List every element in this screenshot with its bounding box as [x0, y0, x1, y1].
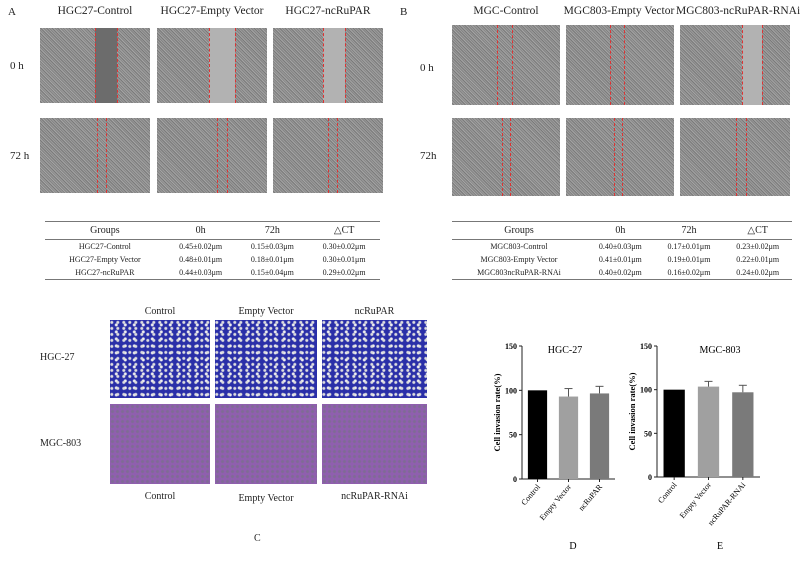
bar	[527, 390, 548, 479]
y-tick-label: 150	[505, 342, 517, 351]
b-col-header: MGC803-Empty Vector	[563, 5, 675, 17]
c-col-header: ncRuPAR	[354, 306, 395, 317]
bar	[732, 392, 754, 477]
wound-image	[40, 28, 150, 103]
c-row-label: HGC-27	[40, 352, 75, 363]
wound-image	[40, 118, 150, 193]
c-col-header: Empty Vector	[238, 306, 294, 317]
y-tick-label: 50	[644, 429, 652, 438]
th: △CT	[723, 222, 792, 240]
panel-letter: D	[569, 541, 576, 552]
wound-image	[566, 118, 674, 196]
th: 0h	[164, 222, 237, 240]
x-tick-label: Control	[656, 480, 679, 505]
invasion-image	[110, 320, 210, 398]
a-col-header: HGC27-ncRuPAR	[285, 5, 371, 17]
b-col-header: MGC803-ncRuPAR-RNAi	[676, 5, 801, 17]
invasion-image	[215, 320, 317, 398]
th: 72h	[654, 222, 724, 240]
panel-a-letter: A	[8, 6, 16, 18]
table-row: HGC27-Control 0.45±0.02μm 0.15±0.03μm 0.30±…	[78, 242, 366, 251]
y-axis-label: Cell invasion rate(%)	[492, 373, 502, 451]
bar	[589, 393, 610, 479]
x-tick-label: Control	[519, 482, 542, 507]
wound-image	[566, 25, 674, 105]
a-row-label: 72 h	[10, 150, 30, 162]
table-row: HGC27-Empty Vector 0.48±0.01μm 0.18±0.01μm…	[69, 255, 366, 264]
wound-image	[680, 25, 790, 105]
bar	[558, 396, 579, 479]
table-a: Groups 0h 72h △CT HGC27-Control 0.45±0.02μm 0…	[45, 221, 380, 280]
wound-image	[273, 28, 383, 103]
panel-letter: E	[717, 541, 723, 552]
table-row: MGC803ncRuPAR-RNAi 0.40±0.02μm 0.16±0.02μm…	[477, 268, 780, 277]
y-tick-label: 0	[648, 473, 652, 482]
invasion-image	[110, 404, 210, 484]
b-row-label: 0 h	[420, 62, 434, 74]
th: 0h	[585, 222, 655, 240]
th: Groups	[45, 222, 165, 240]
c-col-footer: Empty Vector	[238, 493, 294, 504]
wound-image	[273, 118, 383, 193]
c-col-footer: ncRuPAR-RNAi	[341, 491, 408, 502]
y-axis-label: Cell invasion rate(%)	[627, 372, 637, 450]
table-row: MGC803-Control 0.40±0.03μm 0.17±0.01μm 0.23…	[490, 242, 780, 251]
wound-image	[157, 28, 267, 103]
a-col-header: HGC27-Empty Vector	[160, 5, 264, 17]
invasion-image	[322, 320, 427, 398]
a-row-label: 0 h	[10, 60, 24, 72]
bar	[663, 389, 685, 477]
wound-image	[452, 118, 560, 196]
c-col-footer: Control	[144, 491, 176, 502]
wound-image	[680, 118, 790, 196]
y-tick-label: 0	[513, 475, 517, 484]
b-row-label: 72h	[420, 150, 437, 162]
bar	[697, 386, 720, 477]
th: Groups	[452, 222, 586, 240]
x-tick-label: Empty Vector	[678, 480, 713, 520]
b-col-header: MGC-Control	[473, 5, 539, 17]
wound-image	[157, 118, 267, 193]
table-b: Groups 0h 72h △CT MGC803-Control 0.40±0.03μm…	[452, 221, 792, 280]
th: 72h	[236, 222, 309, 240]
c-col-header: Control	[144, 306, 176, 317]
invasion-image	[322, 404, 427, 484]
th: △CT	[308, 222, 380, 240]
wound-image	[452, 25, 560, 105]
y-tick-label: 50	[509, 431, 517, 440]
invasion-image	[215, 404, 317, 484]
table-row: HGC27-ncRuPAR 0.44±0.03μm 0.15±0.04μm 0.29±…	[75, 268, 366, 277]
c-row-label: MGC-803	[40, 438, 82, 449]
chart-title: MGC-803	[699, 345, 740, 356]
x-tick-label: ncRuPAR	[577, 482, 605, 513]
y-tick-label: 100	[640, 386, 652, 395]
x-tick-label: Empty Vector	[538, 482, 573, 522]
a-col-header: HGC27-Control	[57, 5, 133, 17]
y-tick-label: 100	[505, 386, 517, 395]
chart-title: HGC-27	[548, 345, 582, 356]
panel-c-letter: C	[254, 533, 261, 544]
panel-b-letter: B	[400, 6, 408, 18]
y-tick-label: 150	[640, 342, 652, 351]
table-row: MGC803-Empty Vector 0.41±0.01μm 0.19±0.01μ…	[480, 255, 780, 264]
